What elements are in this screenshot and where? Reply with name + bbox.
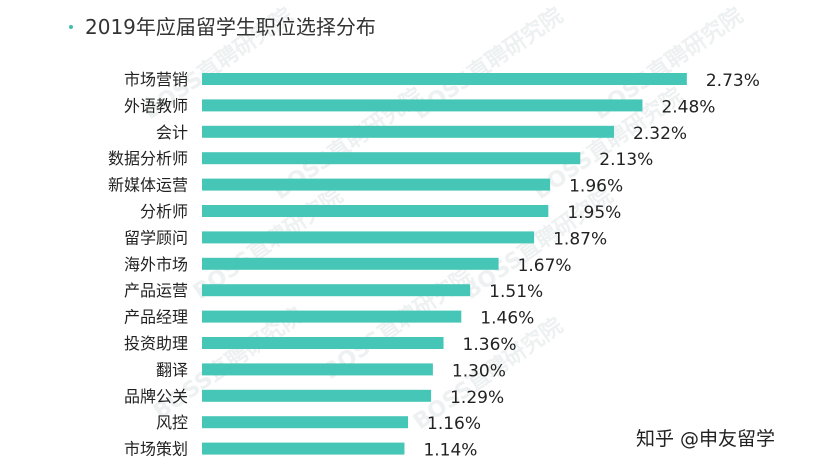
title-bullet <box>69 25 73 29</box>
category-label: 产品运营 <box>124 281 188 300</box>
value-labels: 2.73% 2.48% 2.32% 2.13% 1.96% 1.95% 1.87% 1.67%… <box>423 71 759 461</box>
value-label: 1.30% <box>452 361 506 381</box>
bars-group <box>202 73 687 455</box>
value-label: 1.96% <box>569 177 623 197</box>
bar-5 <box>202 205 549 217</box>
value-label: 1.67% <box>518 256 572 276</box>
bar-3 <box>202 152 581 165</box>
bar-2 <box>202 125 615 138</box>
category-label: 产品经理 <box>124 308 188 327</box>
category-label: 翻译 <box>156 360 188 379</box>
category-label: 分析师 <box>140 202 188 221</box>
category-label: 市场营销 <box>124 70 188 89</box>
category-label: 风控 <box>156 413 188 432</box>
value-label: 1.95% <box>567 203 621 223</box>
value-label: 1.46% <box>480 309 534 329</box>
value-label: 1.16% <box>427 414 481 434</box>
bar-8 <box>202 284 471 297</box>
chart-title: 2019年应届留学生职位选择分布 <box>85 15 376 39</box>
category-labels: 市场营销外语教师会计数据分析师新媒体运营分析师留学顾问海外市场产品运营产品经理投… <box>108 70 188 459</box>
value-label: 2.48% <box>661 97 715 117</box>
value-label: 1.51% <box>489 282 543 302</box>
bar-7 <box>202 257 499 270</box>
value-label: 1.14% <box>423 441 477 461</box>
value-label: 1.36% <box>463 335 517 355</box>
category-label: 海外市场 <box>124 255 188 274</box>
category-label: 投资助理 <box>124 334 188 353</box>
value-label: 2.32% <box>633 124 687 144</box>
category-label: 数据分析师 <box>108 149 188 168</box>
category-label: 新媒体运营 <box>108 176 188 195</box>
bar-0 <box>202 73 687 85</box>
bar-14 <box>202 442 405 455</box>
value-label: 1.87% <box>553 229 607 249</box>
value-label: 2.73% <box>706 71 760 91</box>
value-label: 1.29% <box>450 388 504 408</box>
category-label: 市场策划 <box>124 440 188 459</box>
value-label: 2.13% <box>599 150 653 170</box>
category-label: 会计 <box>156 123 188 142</box>
bar-11 <box>202 363 433 376</box>
category-label: 留学顾问 <box>124 228 188 247</box>
bar-12 <box>202 389 432 402</box>
bar-6 <box>202 231 535 244</box>
bar-4 <box>202 178 551 191</box>
bar-13 <box>202 416 409 429</box>
bar-1 <box>202 99 643 112</box>
bar-9 <box>202 310 462 323</box>
credit-text: 知乎 @申友留学 <box>636 428 775 450</box>
bar-10 <box>202 337 444 349</box>
category-label: 品牌公关 <box>124 387 188 406</box>
category-label: 外语教师 <box>124 96 188 115</box>
